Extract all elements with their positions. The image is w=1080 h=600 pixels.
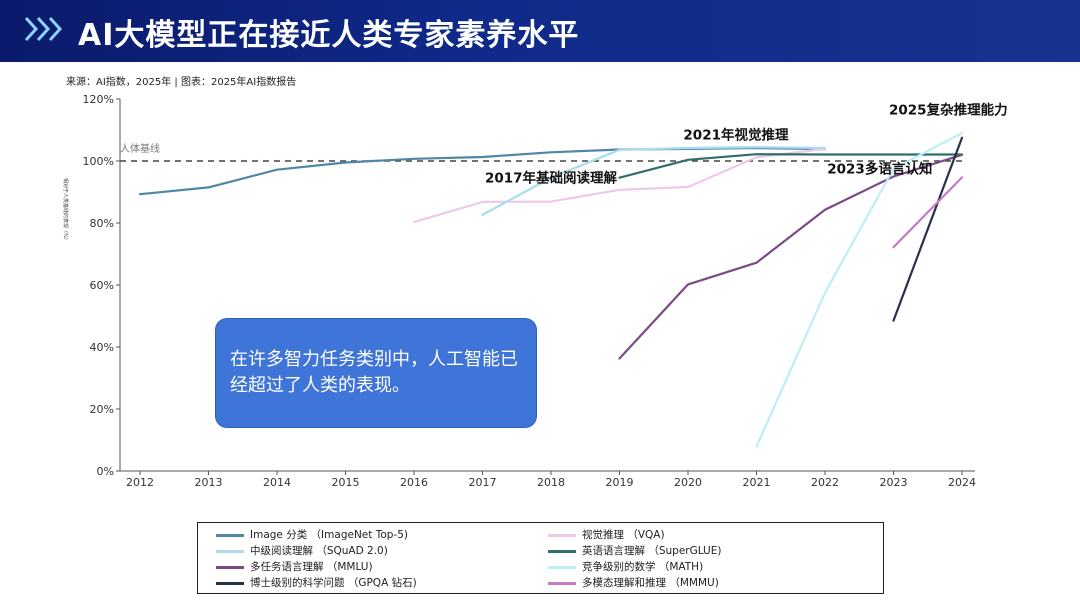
performance-line-chart: 0% 20% 40% 60% 80% 100% 120% 2012 2013 2014 2015 20… [62, 93, 1008, 489]
source-note: 来源：AI指数，2025年 | 图表：2025年AI指数报告 [66, 77, 297, 88]
x-tick-label: 2022 [811, 476, 839, 489]
series-line-3 [618, 153, 964, 179]
x-tick-label: 2012 [126, 476, 154, 489]
legend-label: 多任务语言理解 （MMLU) [250, 561, 373, 573]
page-title: AI大模型正在接近人类专家素养水平 [78, 18, 580, 53]
human-baseline-label: 人体基线 [120, 142, 160, 155]
y-tick-label: 100% [83, 155, 114, 168]
legend-item: 多任务语言理解 （MMLU) [216, 559, 373, 574]
x-tick-label: 2018 [537, 476, 565, 489]
legend-label: 竞争级别的数学 （MATH) [582, 561, 704, 573]
x-tick-label: 2017 [469, 476, 497, 489]
chart-legend: Image 分类 （ImageNet Top-5) 视觉推理 （VQA) 中级阅读理… [197, 522, 884, 594]
callout-box: 在许多智力任务类别中，人工智能已经超过了人类的表现。 [215, 318, 537, 428]
annotation-0: 2017年基础阅读理解 [485, 170, 618, 187]
legend-item: 竞争级别的数学 （MATH) [548, 559, 703, 574]
legend-label: 博士级别的科学问题 （GPQA 钻石) [250, 577, 417, 589]
legend-swatch [548, 549, 576, 553]
x-tick-label: 2023 [880, 476, 908, 489]
y-tick-label: 0% [97, 465, 114, 478]
y-tick-label: 120% [83, 93, 114, 106]
legend-label: 视觉推理 （VQA) [582, 529, 665, 541]
x-tick-label: 2016 [400, 476, 428, 489]
y-axis-label: 相对于人类基线的表现（%） [62, 178, 69, 243]
legend-item: Image 分类 （ImageNet Top-5) [216, 527, 408, 542]
legend-label: Image 分类 （ImageNet Top-5) [250, 529, 408, 541]
series-line-7 [892, 176, 964, 249]
y-tick-label: 40% [90, 341, 114, 354]
y-tick-label: 60% [90, 279, 114, 292]
x-tick-label: 2014 [263, 476, 291, 489]
legend-label: 中级阅读理解 （SQuAD 2.0) [250, 545, 388, 557]
x-tick-label: 2020 [674, 476, 702, 489]
legend-label: 多模态理解和推理 （MMMU) [582, 577, 719, 589]
callout-text: 在许多智力任务类别中，人工智能已经超过了人类的表现。 [230, 349, 518, 396]
annotation-2: 2025复杂推理能力 [889, 102, 1008, 119]
x-tick-label: 2024 [948, 476, 976, 489]
legend-swatch [216, 549, 244, 553]
x-tick-label: 2019 [606, 476, 634, 489]
legend-item: 视觉推理 （VQA) [548, 527, 665, 542]
legend-swatch [216, 581, 244, 585]
legend-swatch [216, 533, 244, 537]
legend-label: 英语语言理解 （SuperGLUE) [582, 545, 722, 557]
annotation-1: 2021年视觉推理 [683, 126, 789, 143]
x-tick-label: 2015 [332, 476, 360, 489]
series-line-6 [892, 136, 964, 322]
annotation-3: 2023多语言认知 [827, 160, 932, 177]
legend-item: 博士级别的科学问题 （GPQA 钻石) [216, 575, 417, 590]
y-tick-label: 20% [90, 403, 114, 416]
legend-item: 多模态理解和推理 （MMMU) [548, 575, 719, 590]
legend-swatch [548, 565, 576, 569]
y-tick-label: 80% [90, 217, 114, 230]
series-line-2 [481, 146, 827, 216]
double-chevron-right-icon [24, 16, 63, 42]
legend-swatch [548, 581, 576, 585]
x-tick-label: 2013 [195, 476, 223, 489]
series-line-1 [412, 147, 827, 224]
series-line-4 [618, 153, 964, 360]
legend-swatch [216, 565, 244, 569]
legend-item: 中级阅读理解 （SQuAD 2.0) [216, 543, 388, 558]
legend-item: 英语语言理解 （SuperGLUE) [548, 543, 721, 558]
series-line-5 [755, 132, 964, 448]
header-bar: AI大模型正在接近人类专家素养水平 [0, 0, 1080, 62]
legend-swatch [548, 533, 576, 537]
x-tick-label: 2021 [743, 476, 771, 489]
